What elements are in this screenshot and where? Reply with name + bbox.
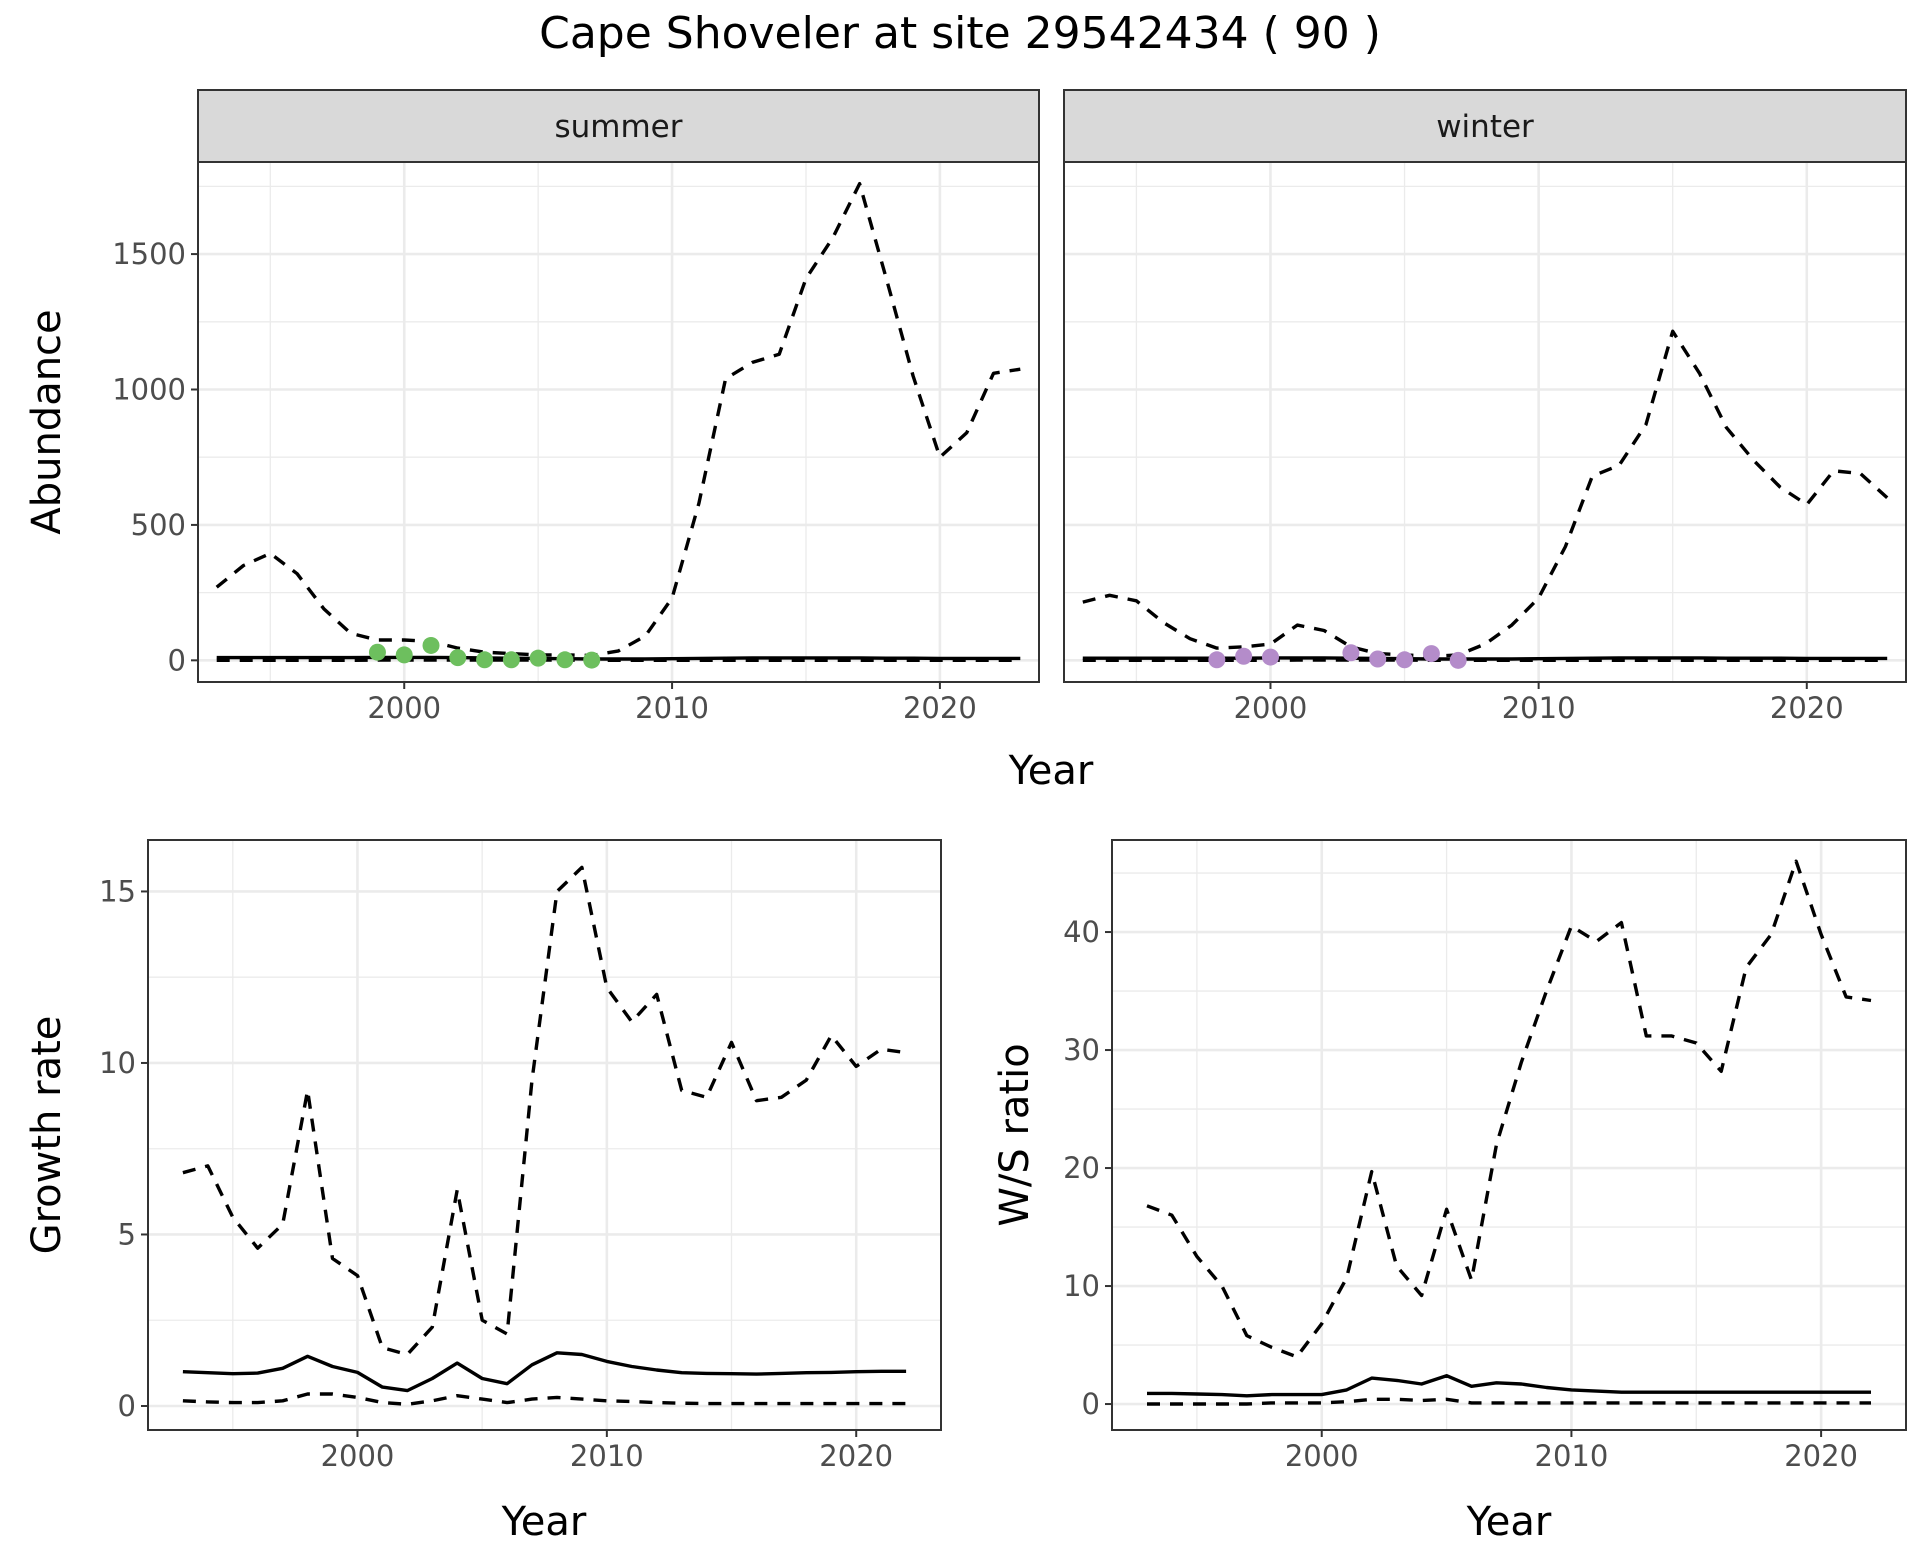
x-tick-label: 2020 bbox=[1770, 691, 1844, 725]
observation-point bbox=[368, 643, 386, 661]
y-tick-label: 0 bbox=[118, 1389, 136, 1423]
y-axis-title: W/S ratio bbox=[992, 1043, 1038, 1226]
panel-winter-abundance: 2000 2010 2020 winter bbox=[1063, 89, 1907, 725]
observation-point bbox=[556, 651, 574, 669]
y-tick-label: 10 bbox=[99, 1046, 136, 1080]
dashed-series-line-2 bbox=[182, 1392, 907, 1406]
observation-point bbox=[1369, 650, 1387, 668]
x-tick-label: 2000 bbox=[321, 1439, 395, 1473]
observation-point bbox=[1342, 644, 1360, 662]
observation-point bbox=[1208, 651, 1226, 669]
dashed-series-line-0 bbox=[1082, 329, 1889, 658]
y-tick-label: 1000 bbox=[112, 373, 186, 407]
y-tick-label: 5 bbox=[118, 1217, 136, 1251]
solid-series-line-1 bbox=[182, 1351, 907, 1393]
y-axis-title: Abundance bbox=[24, 309, 70, 534]
facet-strip-label: winter bbox=[1436, 109, 1534, 145]
dashed-series-line-0 bbox=[1146, 859, 1872, 1359]
panel-border bbox=[147, 839, 942, 1431]
observation-point bbox=[1449, 651, 1467, 669]
dashed-series-line-2 bbox=[1147, 1397, 1871, 1406]
panel-summer-abundance: 2000 2010 2020 0 500 1000 1500 summer Abundance bbox=[24, 89, 1040, 725]
observation-point bbox=[1261, 648, 1279, 666]
x-axis-title: Year bbox=[501, 1499, 587, 1545]
panel-border bbox=[1111, 839, 1907, 1431]
observation-point bbox=[1235, 647, 1253, 665]
figure-title: Cape Shoveler at site 29542434 ( 90 ) bbox=[539, 8, 1381, 59]
y-tick-label: 40 bbox=[1063, 915, 1100, 949]
facet-strip bbox=[1063, 89, 1907, 163]
panel-ws-ratio: 2000 2010 2020 0 10 20 30 40 W/S ratio Year bbox=[992, 839, 1907, 1545]
x-tick-label: 2000 bbox=[367, 691, 441, 725]
x-tick-label: 2010 bbox=[570, 1439, 644, 1473]
observation-point bbox=[529, 649, 547, 667]
y-tick-label: 0 bbox=[168, 643, 186, 677]
panel-border bbox=[197, 161, 1040, 683]
dashed-series-line-0 bbox=[215, 182, 1021, 658]
x-axis-title: Year bbox=[1466, 1499, 1552, 1545]
observation-point bbox=[502, 651, 520, 669]
panel-border bbox=[1063, 161, 1907, 683]
y-tick-label: 10 bbox=[1063, 1269, 1100, 1303]
observation-point bbox=[1422, 645, 1440, 663]
x-tick-label: 2000 bbox=[1234, 691, 1308, 725]
top-x-axis-title: Year bbox=[1008, 748, 1094, 794]
y-tick-label: 0 bbox=[1082, 1387, 1100, 1421]
observation-point bbox=[395, 646, 413, 664]
y-tick-label: 30 bbox=[1063, 1033, 1100, 1067]
y-tick-label: 20 bbox=[1063, 1151, 1100, 1185]
x-tick-label: 2020 bbox=[903, 691, 977, 725]
facet-strip-label: summer bbox=[554, 109, 682, 145]
x-tick-label: 2010 bbox=[635, 691, 709, 725]
observation-point bbox=[449, 649, 467, 667]
observation-point bbox=[476, 651, 494, 669]
x-tick-label: 2010 bbox=[1535, 1439, 1609, 1473]
observation-point bbox=[1396, 651, 1414, 669]
panel-growth-rate: 2000 2010 2020 0 5 10 15 Growth rate Year bbox=[24, 839, 942, 1545]
observation-point bbox=[583, 651, 601, 669]
x-tick-label: 2000 bbox=[1285, 1439, 1359, 1473]
dashed-series-line-0 bbox=[182, 865, 907, 1357]
y-tick-label: 1500 bbox=[112, 237, 186, 271]
y-axis-title: Growth rate bbox=[24, 1016, 70, 1255]
facet-strip bbox=[197, 89, 1040, 163]
x-tick-label: 2020 bbox=[1784, 1439, 1858, 1473]
solid-series-line-1 bbox=[1147, 1374, 1871, 1398]
y-tick-label: 500 bbox=[131, 508, 186, 542]
x-tick-label: 2020 bbox=[819, 1439, 893, 1473]
observation-point bbox=[422, 636, 440, 654]
x-tick-label: 2010 bbox=[1502, 691, 1576, 725]
y-tick-label: 15 bbox=[99, 874, 136, 908]
